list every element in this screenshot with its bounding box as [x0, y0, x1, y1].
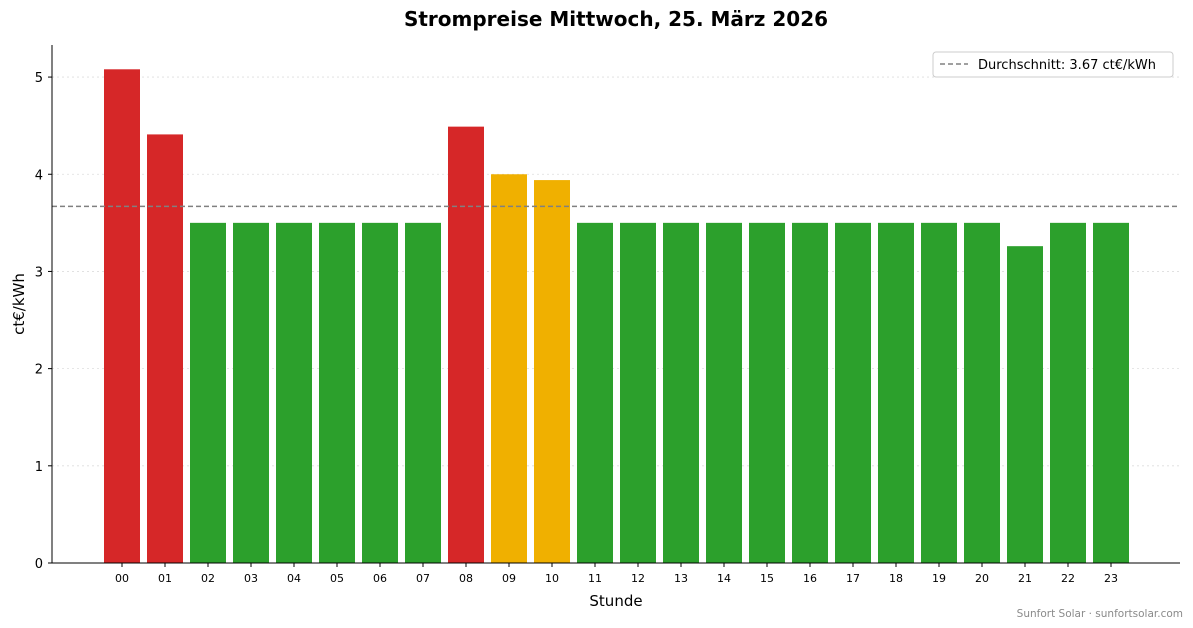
x-tick-label: 12: [631, 572, 645, 585]
x-tick-label: 06: [373, 572, 387, 585]
watermark: Sunfort Solar · sunfortsolar.com: [1017, 608, 1183, 620]
y-tick-label: 2: [35, 363, 43, 378]
x-tick-label: 03: [244, 572, 258, 585]
bar-22: [1050, 222, 1086, 563]
x-tick-label: 20: [975, 572, 989, 585]
bar-07: [405, 222, 441, 563]
x-tick-label: 13: [674, 572, 688, 585]
bar-02: [190, 222, 226, 563]
x-tick-label: 14: [717, 572, 731, 585]
x-tick-label: 22: [1061, 572, 1075, 585]
bar-23: [1093, 222, 1129, 563]
x-tick-label: 10: [545, 572, 559, 585]
bar-03: [233, 222, 269, 563]
x-tick-label: 02: [201, 572, 215, 585]
bars: [104, 69, 1129, 564]
bar-10: [534, 180, 570, 563]
bar-13: [663, 222, 699, 563]
x-tick-label: 04: [287, 572, 301, 585]
x-tick-label: 00: [115, 572, 129, 585]
bar-04: [276, 222, 312, 563]
x-tick-label: 23: [1104, 572, 1118, 585]
bar-00: [104, 69, 140, 563]
x-tick-label: 18: [889, 572, 903, 585]
bar-21: [1007, 246, 1043, 563]
bar-19: [921, 222, 957, 563]
bar-12: [620, 222, 656, 563]
bar-06: [362, 222, 398, 563]
y-ticks: 0 1 2 3 4 5: [35, 71, 52, 572]
bar-17: [835, 222, 871, 563]
x-tick-label: 09: [502, 572, 516, 585]
x-tick-label: 15: [760, 572, 774, 585]
bar-08: [448, 126, 484, 564]
bar-05: [319, 222, 355, 563]
y-tick-label: 3: [35, 265, 43, 280]
x-tick-label: 01: [158, 572, 172, 585]
y-tick-label: 4: [35, 168, 43, 183]
x-axis-label: Stunde: [589, 592, 642, 610]
x-tick-label: 08: [459, 572, 473, 585]
bar-16: [792, 222, 828, 563]
y-tick-label: 0: [35, 557, 43, 572]
x-tick-label: 21: [1018, 572, 1032, 585]
bar-15: [749, 222, 785, 563]
chart-title: Strompreise Mittwoch, 25. März 2026: [404, 7, 828, 31]
x-tick-label: 07: [416, 572, 430, 585]
x-tick-label: 19: [932, 572, 946, 585]
legend: Durchschnitt: 3.67 ct€/kWh: [932, 51, 1174, 78]
bar-18: [878, 222, 914, 563]
x-tick-label: 17: [846, 572, 860, 585]
x-tick-label: 05: [330, 572, 344, 585]
x-tick-label: 16: [803, 572, 817, 585]
y-tick-label: 5: [35, 71, 43, 86]
x-tick-label: 11: [588, 572, 602, 585]
bar-20: [964, 222, 1000, 563]
axes: [51, 45, 1180, 564]
bar-01: [147, 134, 183, 563]
bar-14: [706, 222, 742, 563]
x-ticks: 00 01 02 03 04 05 06 07 08 09 10 11 12 13 14 15 16 17 18 19…: [115, 563, 1118, 585]
bar-11: [577, 222, 613, 563]
legend-box: [932, 51, 1174, 78]
y-axis-label: ct€/kWh: [10, 273, 28, 335]
bar-09: [491, 174, 527, 564]
y-tick-label: 1: [35, 460, 43, 475]
legend-average-label: Durchschnitt: 3.67 ct€/kWh: [978, 58, 1156, 73]
